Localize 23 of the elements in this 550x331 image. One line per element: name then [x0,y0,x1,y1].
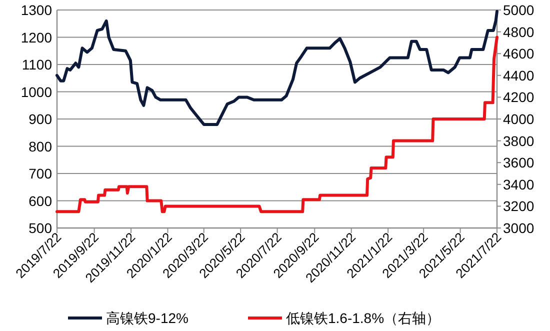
y2-tick-label: 4000 [503,111,534,127]
y2-tick-label: 3200 [503,198,534,214]
y2-tick-label: 3800 [503,132,534,149]
y-tick-label: 1000 [20,84,52,100]
line-series [56,36,498,214]
y-tick-label: 500 [28,220,52,236]
legend-label: 低镍铁1.6-1.8%（右轴） [286,310,440,326]
y2-tick-label: 4200 [503,89,534,106]
y2-tick-label: 4400 [503,67,534,84]
y-tick-label: 1100 [22,56,52,72]
y2-tick-label: 5000 [503,2,534,18]
y-tick-label: 1200 [20,29,52,46]
y2-tick-label: 3000 [503,220,534,236]
y2-tick-label: 3400 [503,176,534,192]
y2-tick-label: 4600 [503,46,534,62]
y-tick-label: 800 [28,138,52,154]
y-tick-label: 900 [28,111,52,127]
y-tick-label: 1300 [20,2,52,18]
legend-label: 高镍铁9-12% [106,310,188,326]
y2-tick-label: 4800 [503,24,534,40]
y-tick-label: 700 [28,166,52,182]
y-tick-label: 600 [28,192,52,209]
y2-tick-label: 3600 [503,154,534,171]
